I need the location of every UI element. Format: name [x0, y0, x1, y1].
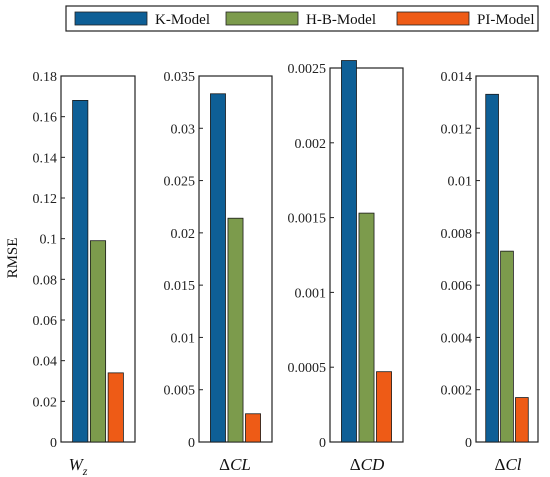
y-tick-label: 0.12 [33, 192, 58, 207]
x-axis-label-subscript: z [82, 464, 88, 477]
bar-hb-model [358, 212, 375, 443]
legend-swatch-pi-model [396, 11, 470, 26]
y-tick-label: 0.02 [171, 227, 196, 242]
panel-delta-cl: 0 0.005 0.01 0.015 0.02 0.025 0.03 0.035 ΔCL [164, 70, 273, 474]
bar-pi-model [245, 413, 261, 443]
y-tick-label: 0.014 [441, 70, 473, 85]
x-axis-label-delta-cl: ΔCL [219, 455, 251, 474]
legend-label-hb-model: H-B-Model [306, 12, 376, 28]
y-axis-label: RMSE [5, 238, 21, 279]
y-tick-label: 0.01 [171, 331, 196, 346]
y-tick-label: 0.035 [164, 70, 196, 85]
y-tick-label: 0.015 [164, 279, 196, 294]
y-tick-label: 0 [465, 436, 472, 451]
y-tick-label: 0 [50, 436, 57, 451]
y-tick-label: 0.03 [171, 122, 196, 137]
y-tick-label: 0.06 [33, 314, 58, 329]
legend-label-pi-model: PI-Model [477, 12, 535, 28]
y-tick-label: 0.02 [33, 395, 58, 410]
bar-k-model [341, 60, 357, 443]
x-axis-label-delta: Δ [219, 455, 230, 474]
panel-delta-cl-lower: 0 0.002 0.004 0.006 0.008 0.01 0.012 0.014 ΔCl [441, 70, 539, 474]
y-tick-label: 0.004 [441, 331, 473, 346]
x-axis-label-delta-cl-lower: ΔCl [495, 455, 522, 474]
y-tick-label: 0.14 [33, 151, 58, 166]
y-tick-label: 0.0015 [288, 212, 327, 227]
y-tick-label: 0.005 [164, 384, 196, 399]
bar-hb-model [500, 250, 514, 443]
y-tick-label: 0.012 [441, 122, 473, 137]
y-tick-label: 0.0005 [288, 361, 327, 376]
y-tick-label: 0.18 [33, 70, 58, 85]
y-tick-label: 0.002 [441, 384, 473, 399]
x-axis-label-main: W [69, 455, 85, 474]
y-tick-label: 0.025 [164, 175, 196, 190]
y-tick-label: 0.0025 [288, 62, 327, 77]
x-axis-label-delta: Δ [495, 455, 506, 474]
panel-wz: 0 0.02 0.04 0.06 0.08 0.1 0.12 0.14 0.16 0.18 Wz [33, 70, 136, 477]
legend-swatch-k-model [74, 11, 148, 26]
y-tick-label: 0.08 [33, 273, 58, 288]
x-axis-label-main: Cl [505, 455, 521, 474]
y-tick-label: 0.002 [295, 137, 327, 152]
panel-delta-cd: 0 0.0005 0.001 0.0015 0.002 0.0025 ΔCD [288, 60, 404, 474]
bar-k-model [210, 93, 226, 443]
bar-pi-model [515, 397, 529, 443]
bar-k-model [72, 100, 89, 443]
y-tick-label: 0 [319, 436, 326, 451]
legend-swatch-hb-model [225, 11, 299, 26]
legend: K-Model H-B-Model PI-Model [65, 5, 539, 32]
bar-hb-model [227, 217, 244, 443]
bar-k-model [485, 93, 499, 443]
y-tick-label: 0.04 [33, 355, 58, 370]
x-axis-label-main: CL [230, 455, 251, 474]
x-axis-label-wz: Wz [69, 455, 88, 477]
bar-pi-model [376, 371, 392, 443]
y-tick-label: 0.16 [33, 111, 58, 126]
y-tick-label: 0.01 [448, 175, 473, 190]
bar-pi-model [107, 372, 124, 443]
y-tick-label: 0.008 [441, 227, 473, 242]
x-axis-label-delta-cd: ΔCD [350, 455, 385, 474]
y-tick-label: 0.006 [441, 279, 473, 294]
legend-label-k-model: K-Model [155, 12, 210, 28]
x-axis-label-main: CD [361, 455, 385, 474]
bar-hb-model [89, 240, 107, 443]
y-tick-label: 0.001 [295, 286, 327, 301]
y-tick-label: 0 [188, 436, 195, 451]
x-axis-label-delta: Δ [350, 455, 361, 474]
y-tick-label: 0.1 [40, 233, 58, 248]
